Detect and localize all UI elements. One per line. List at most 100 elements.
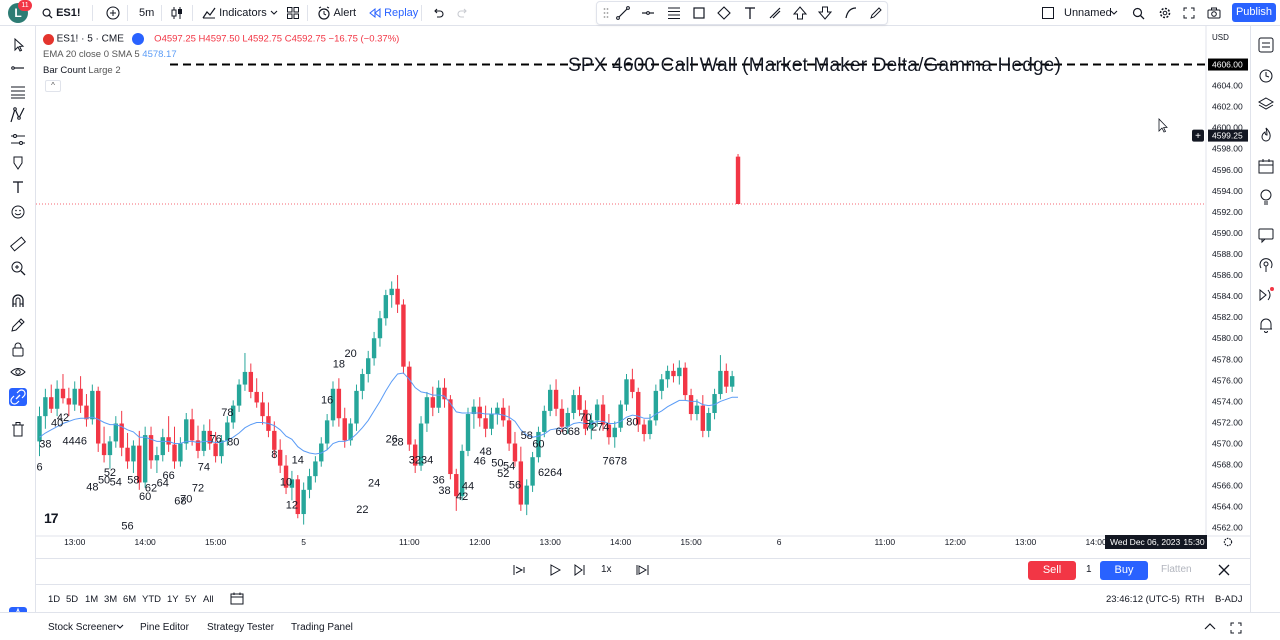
ema-legend[interactable]: EMA 20 close 0 SMA 5 4578.17 [43, 49, 177, 60]
call-wall-annotation[interactable]: SPX 4600 Call Wall (Market Maker Delta/G… [568, 55, 1062, 76]
range-1y[interactable]: 1Y [167, 594, 179, 605]
replay-trading-icon[interactable] [1257, 286, 1275, 304]
compare-button[interactable] [106, 4, 120, 22]
drag-handle-icon[interactable] [603, 6, 617, 20]
quick-search-icon[interactable] [1132, 4, 1145, 22]
bar-count-legend[interactable]: Bar Count Large 2 [43, 65, 121, 76]
range-6m[interactable]: 6M [123, 594, 137, 605]
cursor-icon[interactable] [9, 36, 27, 54]
magnet-icon[interactable] [9, 292, 27, 310]
replay-button[interactable]: Replay [369, 4, 418, 22]
symbol-search[interactable]: ES1! [42, 4, 81, 22]
range-ytd[interactable]: YTD [142, 594, 161, 605]
watchlist-icon[interactable] [1257, 36, 1275, 54]
chevron-down-icon[interactable] [1110, 4, 1118, 22]
legend-collapse-button[interactable]: ^ [45, 80, 61, 92]
undo-button[interactable] [432, 4, 444, 22]
emoji-icon[interactable] [9, 203, 27, 221]
curve-icon[interactable] [844, 6, 858, 20]
chevron-down-icon[interactable] [116, 622, 124, 633]
rectangle-icon[interactable] [692, 6, 706, 20]
camera-icon[interactable] [1207, 4, 1221, 22]
text-icon[interactable] [9, 178, 27, 196]
calendar-icon[interactable] [1257, 157, 1275, 175]
chart-pane[interactable]: 4562.00 4564.00 4566.00 4568.00 4570.00 4572.… [36, 26, 1250, 558]
tradingview-logo[interactable]: 17 [44, 510, 59, 526]
layers-icon[interactable] [1257, 96, 1275, 114]
ideas-bulb-icon[interactable] [1257, 188, 1275, 206]
path-icon[interactable] [717, 6, 731, 20]
quantity-field[interactable]: 1 [1086, 564, 1092, 575]
templates-button[interactable] [287, 4, 299, 22]
session-toggle[interactable]: RTH [1185, 594, 1205, 605]
zoom-in-icon[interactable] [9, 259, 27, 277]
range-1d[interactable]: 1D [48, 594, 61, 605]
range-5d[interactable]: 5D [66, 594, 79, 605]
pattern-icon[interactable] [9, 154, 27, 172]
pen-icon[interactable] [869, 6, 883, 20]
replay-speed-button[interactable]: 1x [601, 564, 612, 575]
currency-label[interactable]: USD [1212, 33, 1229, 42]
trend-line-icon[interactable] [9, 59, 27, 77]
horizontal-line-icon[interactable] [641, 6, 655, 20]
trend-line-icon[interactable] [616, 6, 630, 20]
publish-button[interactable]: Publish [1232, 3, 1276, 22]
tab-strategy-tester[interactable]: Strategy Tester [207, 622, 275, 633]
range-all[interactable]: All [203, 594, 214, 605]
trash-icon[interactable] [9, 420, 27, 438]
chevron-down-icon[interactable] [270, 4, 278, 22]
jump-to-icon[interactable] [512, 564, 526, 579]
link-icon[interactable] [9, 388, 27, 406]
close-icon[interactable] [1218, 564, 1230, 579]
fullscreen-icon[interactable] [1183, 4, 1195, 22]
bar-count-label: 10 [280, 476, 292, 488]
crosshair-date-label: Wed Dec 06, 2023 [1110, 537, 1181, 547]
replay-mode-icon[interactable] [131, 33, 144, 45]
chart-type-button[interactable] [171, 4, 183, 22]
tab-stock-screener[interactable]: Stock Screener [48, 622, 117, 633]
price-chart[interactable]: 4562.00 4564.00 4566.00 4568.00 4570.00 4572.… [36, 26, 1250, 558]
range-5y[interactable]: 5Y [185, 594, 197, 605]
candle-body [43, 397, 48, 417]
layout-name-button[interactable]: Unnamed [1064, 7, 1112, 19]
fib-retracement-icon[interactable] [667, 6, 681, 20]
range-1m[interactable]: 1M [85, 594, 99, 605]
goto-date-icon[interactable] [230, 592, 244, 608]
interval-button[interactable]: 5m [139, 7, 155, 19]
flatten-button[interactable]: Flatten [1161, 564, 1192, 575]
arrow-down-icon[interactable] [817, 6, 833, 20]
brush-icon[interactable] [768, 6, 782, 20]
lock-icon[interactable] [9, 340, 27, 358]
text-tool-icon[interactable] [743, 6, 757, 20]
play-icon[interactable] [549, 564, 562, 579]
tab-trading-panel[interactable]: Trading Panel [291, 622, 353, 633]
step-forward-icon[interactable] [574, 564, 586, 579]
go-realtime-icon[interactable] [636, 564, 650, 579]
chat-icon[interactable] [1257, 226, 1275, 244]
tab-pine-editor[interactable]: Pine Editor [140, 622, 189, 633]
ruler-icon[interactable] [9, 235, 27, 253]
eye-icon[interactable] [9, 363, 27, 381]
gann-icon[interactable] [9, 131, 27, 149]
redo-button[interactable] [457, 4, 469, 22]
alerts-clock-icon[interactable] [1257, 66, 1275, 84]
pitchfork-icon[interactable] [9, 106, 27, 124]
stay-drawing-icon[interactable] [9, 316, 27, 334]
hotlist-flame-icon[interactable] [1257, 126, 1275, 144]
notifications-bell-icon[interactable] [1257, 316, 1275, 334]
maximize-panel-icon[interactable] [1230, 622, 1242, 637]
clock-display[interactable]: 23:46:12 (UTC-5) [1106, 594, 1180, 605]
indicators-button[interactable]: Indicators [202, 4, 267, 22]
streams-icon[interactable] [1257, 256, 1275, 274]
chevron-up-icon[interactable] [1204, 622, 1216, 633]
buy-button[interactable]: Buy [1100, 561, 1148, 580]
settings-gear-icon[interactable] [1158, 4, 1172, 22]
alert-button[interactable]: Alert [317, 4, 356, 22]
arrow-up-icon[interactable] [792, 6, 808, 20]
layout-checkbox[interactable] [1042, 4, 1054, 22]
sell-button[interactable]: Sell [1028, 561, 1076, 580]
symbol-legend[interactable]: ES1! · 5 · CME O4597.25 H4597.50 L4592.7… [43, 33, 399, 45]
range-3m[interactable]: 3M [104, 594, 118, 605]
adjustment-toggle[interactable]: B-ADJ [1215, 594, 1243, 605]
channel-icon[interactable] [9, 83, 27, 101]
